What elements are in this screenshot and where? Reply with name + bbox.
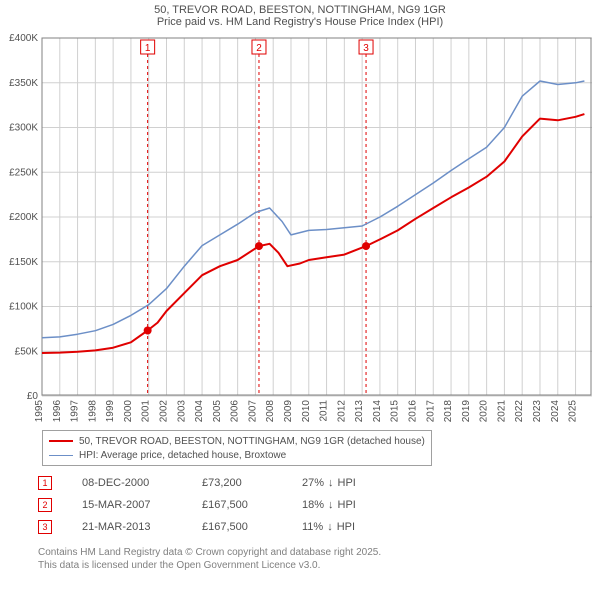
credit-line-2: This data is licensed under the Open Gov… <box>38 559 381 572</box>
x-tick-label: 2004 <box>194 400 205 423</box>
x-tick-label: 2016 <box>407 400 418 423</box>
event-price: £73,200 <box>202 477 302 489</box>
event-delta: 27% <box>302 477 324 489</box>
event-price: £167,500 <box>202 499 302 511</box>
title-line-1: 50, TREVOR ROAD, BEESTON, NOTTINGHAM, NG… <box>0 4 600 16</box>
credit-text: Contains HM Land Registry data © Crown c… <box>38 546 381 572</box>
x-tick-label: 2003 <box>176 400 187 423</box>
event-num-box: 2 <box>38 498 52 512</box>
event-marker-num: 2 <box>256 43 262 54</box>
event-price: £167,500 <box>202 521 302 533</box>
down-arrow-icon: ↓ <box>328 499 334 511</box>
legend-label: 50, TREVOR ROAD, BEESTON, NOTTINGHAM, NG… <box>79 436 425 447</box>
x-tick-label: 1996 <box>52 400 63 423</box>
title-line-2: Price paid vs. HM Land Registry's House … <box>0 16 600 28</box>
x-tick-label: 2022 <box>514 400 525 423</box>
x-tick-label: 2002 <box>158 400 169 423</box>
event-vs: HPI <box>338 499 356 511</box>
event-marker-num: 3 <box>363 43 369 54</box>
x-tick-label: 2015 <box>390 400 401 423</box>
x-tick-label: 2024 <box>550 400 561 423</box>
event-delta: 18% <box>302 499 324 511</box>
x-tick-label: 2007 <box>247 400 258 423</box>
legend-row: 50, TREVOR ROAD, BEESTON, NOTTINGHAM, NG… <box>49 434 425 448</box>
event-row: 2 15-MAR-2007£167,50018% ↓ HPI <box>38 494 356 516</box>
x-tick-label: 2018 <box>443 400 454 423</box>
event-point <box>255 242 263 250</box>
x-tick-label: 2020 <box>479 400 490 423</box>
event-num-box: 1 <box>38 476 52 490</box>
x-tick-label: 2014 <box>372 400 383 423</box>
y-tick-label: £350K <box>9 78 38 89</box>
x-tick-label: 2011 <box>319 400 330 422</box>
legend: 50, TREVOR ROAD, BEESTON, NOTTINGHAM, NG… <box>42 430 432 466</box>
event-date: 08-DEC-2000 <box>82 477 202 489</box>
legend-swatch <box>49 440 73 442</box>
event-date: 21-MAR-2013 <box>82 521 202 533</box>
x-tick-label: 2005 <box>212 400 223 423</box>
event-vs: HPI <box>337 521 355 533</box>
x-tick-label: 1998 <box>87 400 98 423</box>
x-tick-label: 2009 <box>283 400 294 423</box>
chart-container: 50, TREVOR ROAD, BEESTON, NOTTINGHAM, NG… <box>0 0 600 590</box>
y-tick-label: £400K <box>9 33 38 44</box>
x-tick-label: 1997 <box>70 400 81 423</box>
x-tick-label: 2025 <box>568 400 579 423</box>
x-tick-label: 2008 <box>265 400 276 423</box>
x-tick-label: 2000 <box>123 400 134 423</box>
x-tick-label: 2021 <box>496 400 507 423</box>
event-delta: 11% <box>302 521 323 533</box>
event-vs: HPI <box>338 477 356 489</box>
chart-titles: 50, TREVOR ROAD, BEESTON, NOTTINGHAM, NG… <box>0 0 600 28</box>
event-num-box: 3 <box>38 520 52 534</box>
legend-swatch <box>49 455 73 456</box>
x-tick-label: 2006 <box>230 400 241 423</box>
y-tick-label: £150K <box>9 257 38 268</box>
event-marker-num: 1 <box>145 43 151 54</box>
x-tick-label: 1995 <box>34 400 45 423</box>
event-date: 15-MAR-2007 <box>82 499 202 511</box>
x-tick-label: 2013 <box>354 400 365 423</box>
x-tick-label: 2017 <box>425 400 436 423</box>
legend-label: HPI: Average price, detached house, Brox… <box>79 450 286 461</box>
line-chart: £0£50K£100K£150K£200K£250K£300K£350K£400… <box>42 38 592 396</box>
x-tick-label: 2010 <box>301 400 312 423</box>
x-tick-label: 2012 <box>336 400 347 423</box>
down-arrow-icon: ↓ <box>328 477 334 489</box>
event-point <box>144 326 152 334</box>
credit-line-1: Contains HM Land Registry data © Crown c… <box>38 546 381 559</box>
event-table: 108-DEC-2000£73,20027%↓HPI215-MAR-2007£1… <box>38 472 356 538</box>
legend-row: HPI: Average price, detached house, Brox… <box>49 448 425 462</box>
y-tick-label: £200K <box>9 212 38 223</box>
event-point <box>362 242 370 250</box>
x-tick-label: 2019 <box>461 400 472 423</box>
y-tick-label: £50K <box>15 346 39 357</box>
x-tick-label: 2023 <box>532 400 543 423</box>
event-row: 1 08-DEC-2000£73,20027% ↓ HPI <box>38 472 356 494</box>
y-tick-label: £250K <box>9 167 38 178</box>
event-row: 3 21-MAR-2013£167,50011% ↓ HPI <box>38 516 356 538</box>
x-tick-label: 2001 <box>141 400 152 423</box>
y-tick-label: £100K <box>9 302 38 313</box>
y-tick-label: £300K <box>9 123 38 134</box>
down-arrow-icon: ↓ <box>327 521 333 533</box>
x-tick-label: 1999 <box>105 400 116 423</box>
